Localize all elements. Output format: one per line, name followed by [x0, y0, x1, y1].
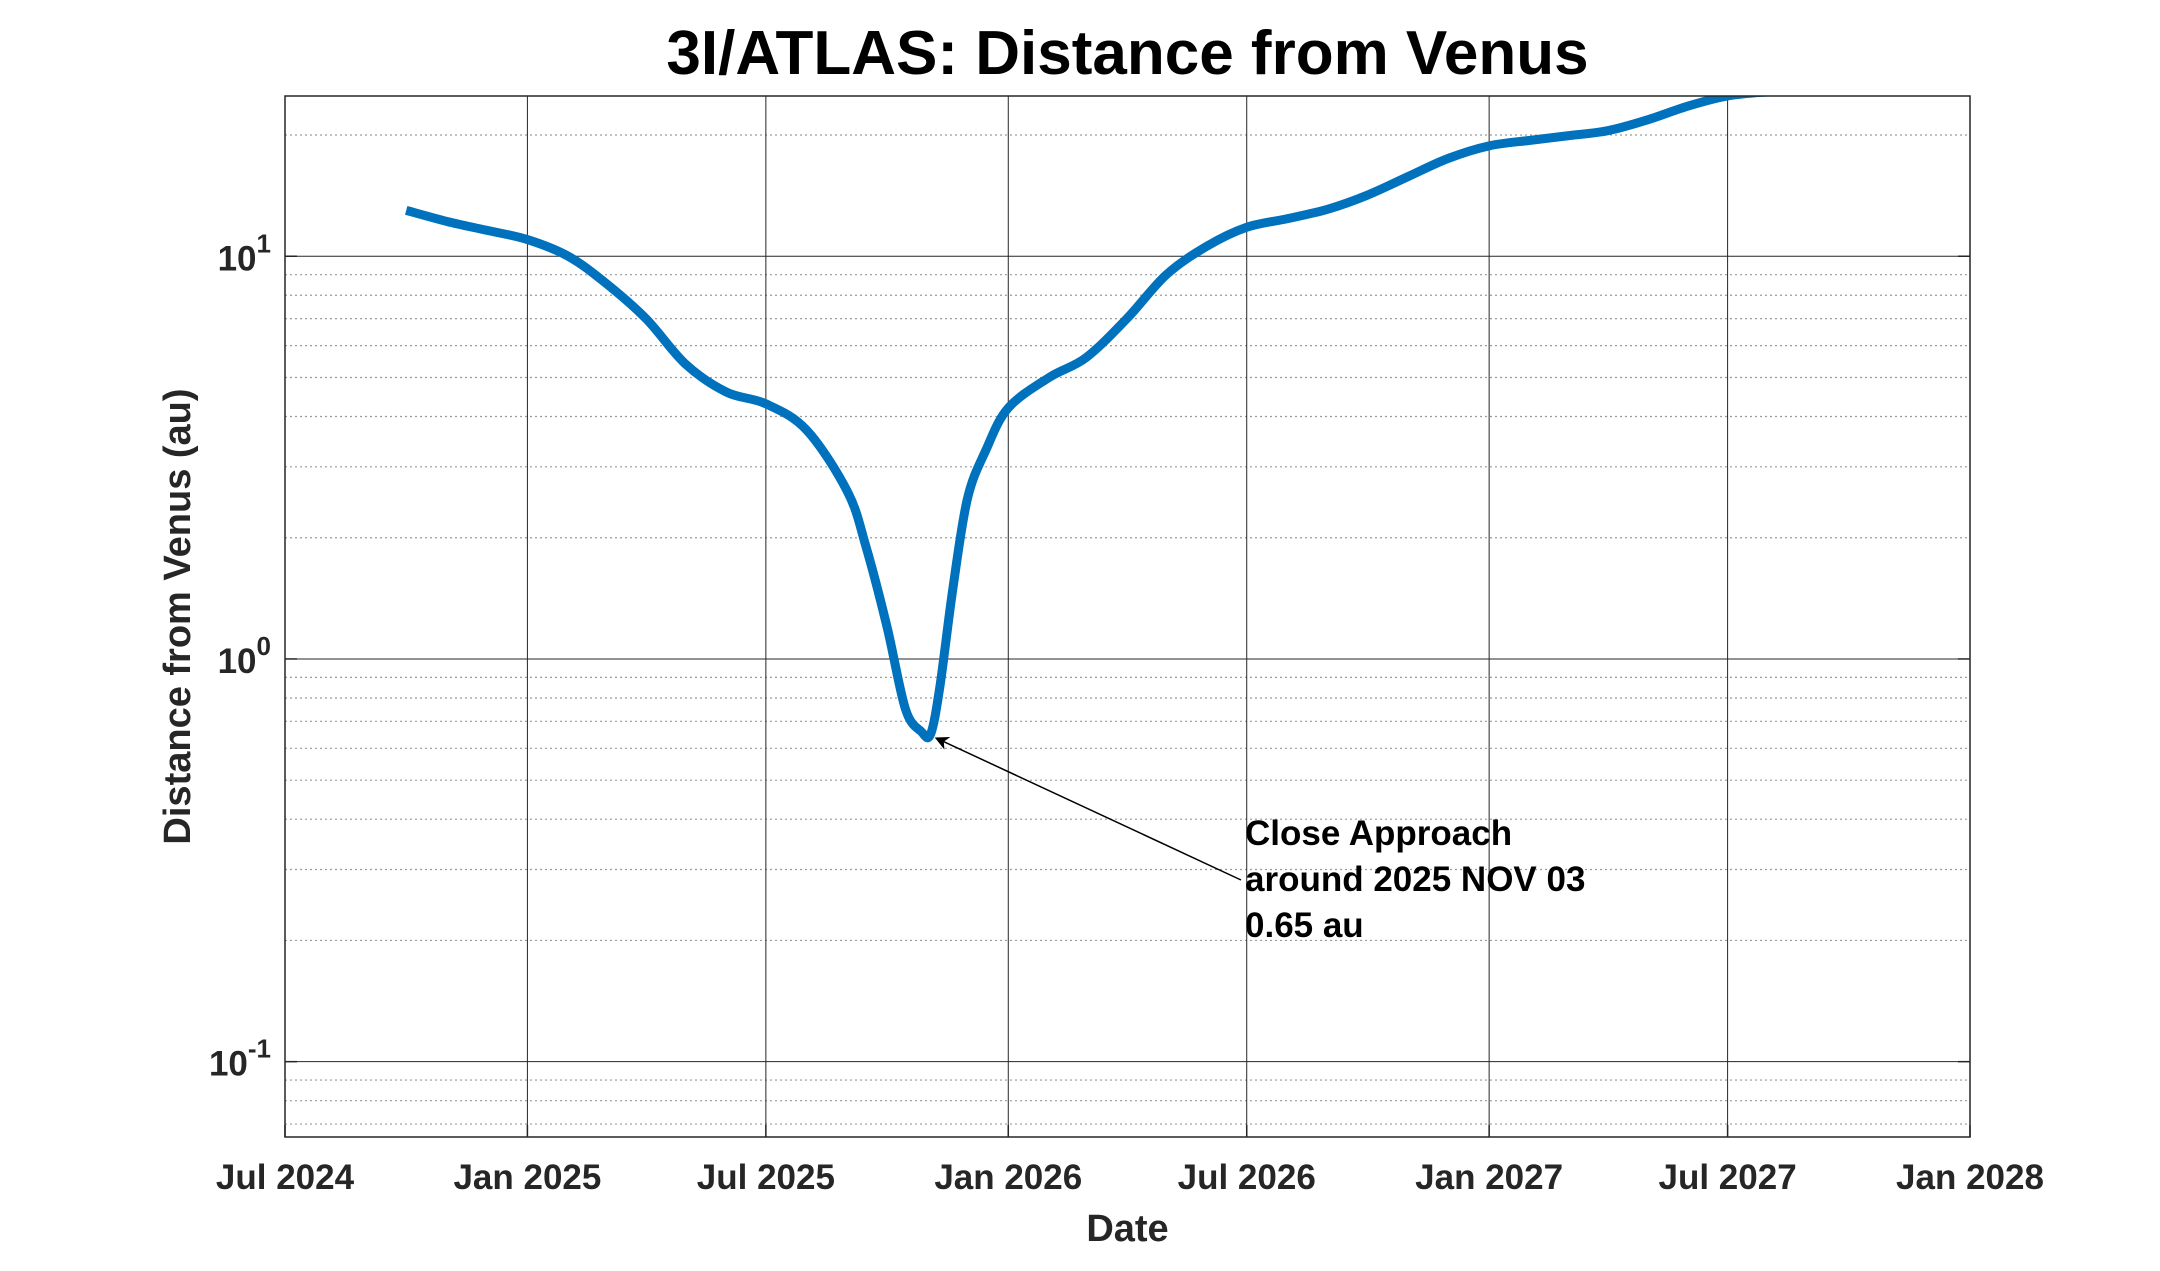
- x-tick-label: Jul 2026: [1178, 1158, 1316, 1197]
- y-tick-base: 10: [209, 1045, 248, 1084]
- y-tick-base: 10: [218, 642, 257, 681]
- grid: [284, 96, 1971, 1137]
- plot-frame: [284, 95, 1971, 1138]
- x-axis-label: Date: [1086, 1208, 1168, 1250]
- annotation-arrow: [934, 737, 1242, 881]
- series-line-0: [405, 96, 1774, 743]
- x-tick-label: Jul 2024: [216, 1158, 355, 1197]
- y-tick-label: 10-1: [209, 1034, 271, 1084]
- x-tick-label: Jan 2027: [1415, 1158, 1563, 1197]
- y-tick-exponent: 0: [257, 631, 271, 661]
- y-axis-label: Distance from Venus (au): [157, 388, 199, 844]
- annotation-line-2: around 2025 NOV 03: [1245, 860, 1585, 899]
- annotation-line-1: Close Approach: [1245, 814, 1512, 853]
- x-tick-label: Jul 2027: [1659, 1158, 1797, 1197]
- x-tick-label: Jul 2025: [697, 1158, 835, 1197]
- y-tick-exponent: -1: [248, 1034, 271, 1064]
- annotation-text: Close Approach around 2025 NOV 03 0.65 a…: [1245, 814, 1595, 945]
- y-tick-base: 10: [218, 239, 257, 278]
- x-tick-label: Jan 2026: [934, 1158, 1082, 1197]
- series-layer: [405, 96, 1774, 743]
- y-tick-exponent: 1: [257, 228, 271, 258]
- annotation-line-3: 0.65 au: [1245, 906, 1364, 945]
- annotation: Close Approach around 2025 NOV 03 0.65 a…: [934, 737, 1595, 945]
- x-tick-label: Jan 2028: [1896, 1158, 2044, 1197]
- x-axis-ticks: Jul 2024 Jan 2025 Jul 2025 Jan 2026 Jul 2026…: [216, 1125, 2044, 1197]
- y-tick-label: 101: [218, 228, 271, 278]
- y-tick-label: 100: [218, 631, 271, 681]
- chart-title: 3I/ATLAS: Distance from Venus: [666, 19, 1588, 88]
- x-tick-label: Jan 2025: [453, 1158, 601, 1197]
